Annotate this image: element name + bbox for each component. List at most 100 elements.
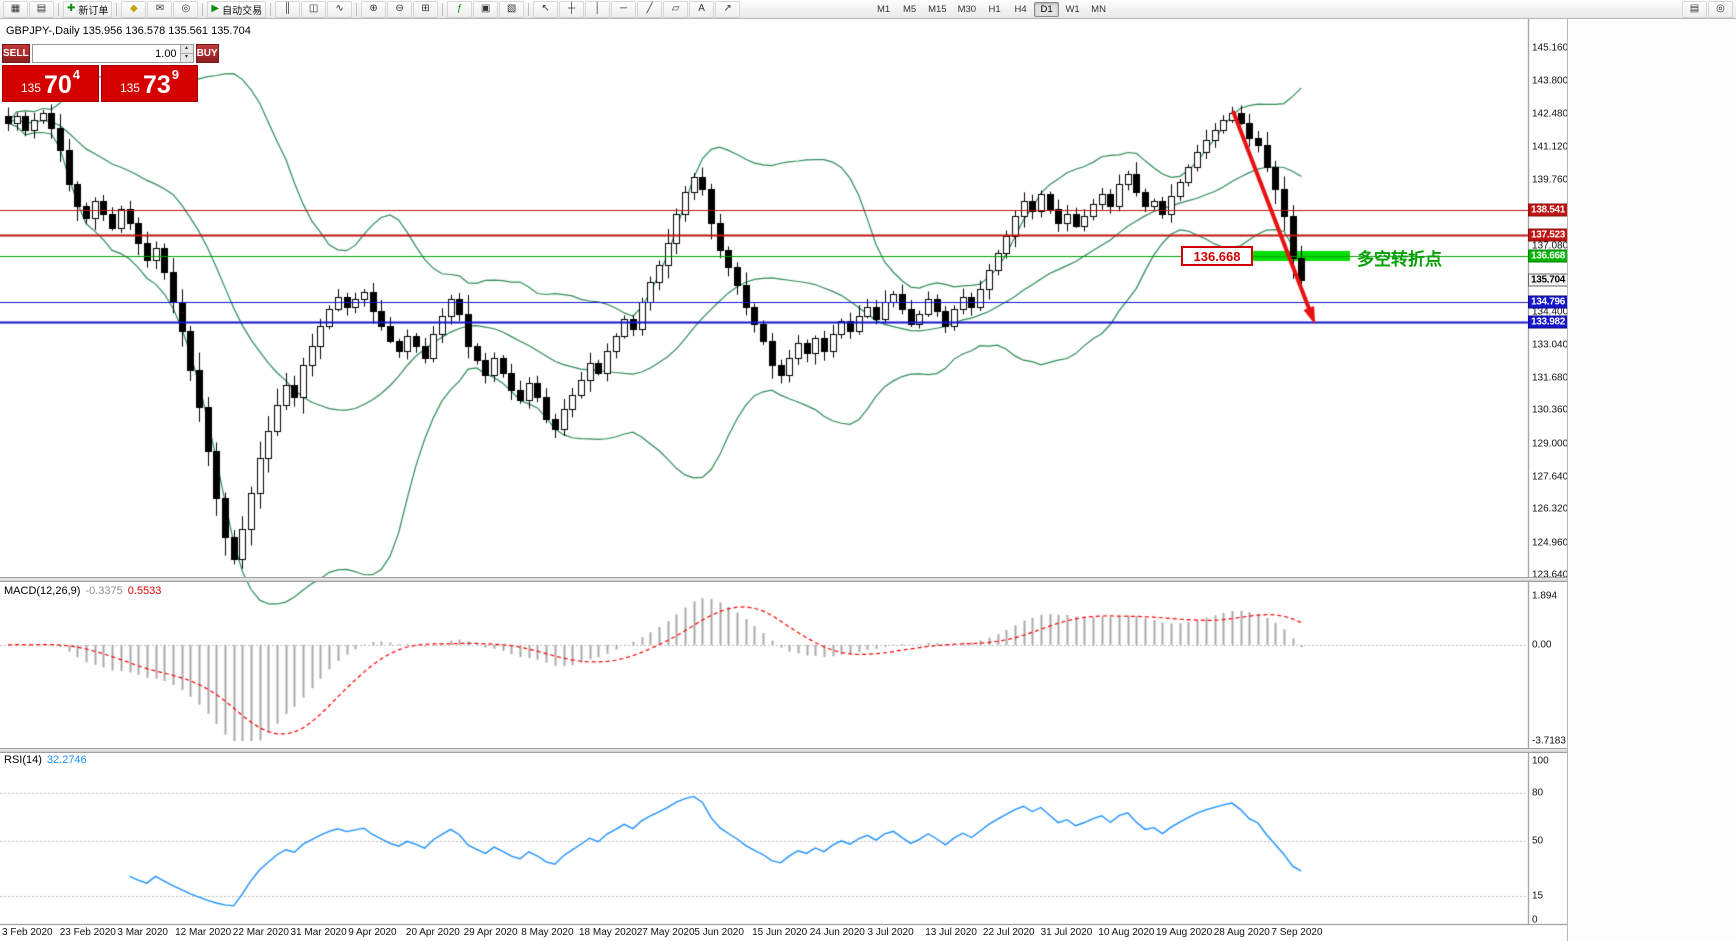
buy-button[interactable]: BUY [195,44,219,63]
zoom-in-icon[interactable]: ⊕ [361,0,387,18]
rsi-axis-label: 80 [1532,787,1544,799]
indicators-icon-glyph: ƒ [456,3,463,14]
profiles-icon[interactable]: ▤ [29,0,54,18]
panel-splitter[interactable] [0,577,1567,582]
chart-canvas[interactable] [0,19,1567,941]
profiles-icon-glyph: ▤ [36,3,47,14]
channel-icon-glyph: ▱ [671,3,680,14]
time-axis-label: 20 Apr 2020 [405,927,460,938]
cursor-icon[interactable]: ↖ [533,0,559,18]
sell-price-button[interactable]: 135 70 4 [2,65,99,102]
timeframe-w1[interactable]: W1 [1065,3,1080,15]
toolbar-separator [270,2,272,16]
macd-signal-value: 0.5533 [127,585,162,597]
arrow-object-icon-glyph: ↗ [723,3,732,14]
timeframe-d1[interactable]: D1 [1034,1,1060,17]
cursor-icon-glyph: ↖ [541,3,550,14]
timeframe-m30[interactable]: M30 [957,3,977,15]
toolbar-separator [58,2,59,16]
line-chart-icon[interactable]: ∿ [327,0,353,18]
price-axis-label: 130.360 [1532,404,1568,416]
zoom-out-icon[interactable]: ⊖ [387,0,413,18]
time-axis-label: 10 Aug 2020 [1098,927,1155,938]
line-chart-icon-glyph: ∿ [335,3,344,14]
crosshair-icon[interactable]: ┼ [559,0,585,18]
buy-price-button[interactable]: 135 73 9 [101,65,198,102]
time-axis-label: 7 Sep 2020 [1271,927,1323,938]
sell-button[interactable]: SELL [2,44,30,63]
volume-up-icon[interactable]: ▴ [179,45,193,54]
timeframe-mn[interactable]: MN [1091,3,1106,15]
horizontal-line-icon[interactable]: ─ [611,0,637,18]
arrow-object-icon[interactable]: ↗ [715,0,741,18]
rsi-name: RSI(14) [4,754,42,766]
text-label-icon[interactable]: A [689,0,715,18]
rsi-axis-label: 15 [1532,890,1544,902]
price-annotation-label[interactable]: 136.668 [1181,246,1253,266]
grid-icon[interactable]: ⊞ [413,0,439,18]
objects-list-icon[interactable]: ▣ [473,0,499,18]
timeframe-m1[interactable]: M1 [876,3,891,15]
macd-name: MACD(12,26,9) [4,585,81,597]
price-axis-label: 126.320 [1532,503,1568,515]
rsi-indicator-label: RSI(14) 32.2746 [4,754,87,766]
price-tag: 134.796 [1528,295,1567,309]
search-icon[interactable]: ◎ [1708,0,1733,18]
time-axis-label: 12 Mar 2020 [175,927,232,938]
bid-prefix: 135 [20,81,41,95]
turning-point-note[interactable]: 多空转折点 [1357,250,1442,269]
toolbar-separator [442,2,444,16]
channel-icon[interactable]: ▱ [663,0,689,18]
autotrade-button[interactable]: ▶ 自动交易 [207,0,267,18]
price-axis-label: 145.160 [1532,42,1568,54]
time-axis-label: 3 Mar 2020 [117,927,168,938]
time-axis-label: 13 Jul 2020 [925,927,977,938]
price-axis-label: 127.640 [1532,471,1568,483]
time-axis-label: 15 Jun 2020 [752,927,808,938]
timeframe-h4[interactable]: H4 [1014,3,1027,15]
alerts-icon[interactable]: ◆ [121,0,147,18]
volume-down-icon[interactable]: ▾ [179,54,193,62]
timeframe-m15[interactable]: M15 [928,3,947,15]
panel-splitter[interactable] [0,748,1567,753]
macd-axis-label: -3.7183 [1532,735,1566,747]
history-center-icon-glyph: ◎ [181,3,191,14]
candlestick-chart-icon[interactable]: ◫ [301,0,327,18]
history-center-icon[interactable]: ◎ [173,0,199,18]
trendline-icon[interactable]: ╱ [637,0,663,18]
time-axis-label: 22 Jul 2020 [982,927,1035,938]
timeframe-h1[interactable]: H1 [988,3,1001,15]
timeframe-m5[interactable]: M5 [902,3,917,15]
zoom-out-icon-glyph: ⊖ [395,3,404,14]
new-order-icon: ✚ [67,3,76,14]
price-axis-label: 142.480 [1532,108,1568,120]
autotrade-button-label: 自动交易 [222,5,263,17]
indicators-icon[interactable]: ƒ [447,0,473,18]
objects-list-icon-glyph: ▣ [480,3,491,14]
mailbox-icon[interactable]: ✉ [147,0,173,18]
volume-input[interactable] [32,45,180,62]
new-order-button-label: 新订单 [78,5,109,17]
time-axis-label: 19 Aug 2020 [1156,927,1213,938]
ask-pip: 9 [171,67,180,82]
price-tag: 135.704 [1528,273,1567,287]
macd-indicator-label: MACD(12,26,9) -0.3375 0.5533 [4,585,161,597]
volume-stepper: ▴ ▾ [179,45,193,62]
new-order-button[interactable]: ✚ 新订单 [63,0,113,18]
vertical-line-icon[interactable]: │ [585,0,611,18]
price-tag: 138.541 [1528,203,1567,217]
price-axis-label: 143.800 [1532,75,1568,87]
alerts-icon-glyph: ◆ [130,3,138,14]
price-tag: 137.523 [1528,228,1567,242]
new-chart-icon[interactable]: ▦ [3,0,28,18]
price-tag: 136.668 [1528,249,1567,263]
price-axis-label: 124.960 [1532,537,1568,549]
templates-icon[interactable]: ▧ [499,0,525,18]
time-axis-label: 31 Mar 2020 [290,927,347,938]
print-icon[interactable]: ▤ [1682,0,1707,18]
bar-chart-icon[interactable]: ║ [275,0,301,18]
crosshair-icon-glyph: ┼ [568,3,576,14]
volume-field: ▴ ▾ [31,44,194,63]
